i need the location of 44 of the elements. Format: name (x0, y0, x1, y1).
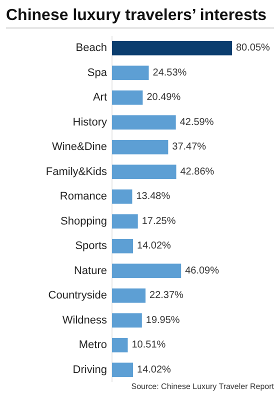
bar (112, 288, 146, 303)
bar (112, 90, 143, 105)
data-label: 14.02% (137, 364, 172, 376)
data-label: 80.05% (236, 42, 270, 54)
bar (112, 115, 176, 130)
y-tick-label: Wildness (62, 314, 108, 326)
y-tick-label: Romance (60, 190, 107, 203)
y-tick-label: Countryside (48, 290, 107, 302)
y-tick-label: Family&Kids (46, 166, 108, 178)
bar (112, 164, 176, 180)
bar (112, 66, 149, 80)
y-tick-label: Driving (72, 364, 107, 376)
data-label: 17.25% (142, 216, 176, 227)
y-tick-label: Metro (78, 339, 107, 352)
bar (112, 338, 128, 352)
data-label: 22.37% (150, 290, 184, 302)
y-tick-label: Shopping (60, 215, 107, 228)
annotation: Source: Chinese Luxury Traveler Report (131, 382, 275, 391)
bar (112, 40, 232, 56)
y-tick-label: Sports (75, 240, 108, 252)
y-tick-label: History (72, 116, 108, 128)
data-label: 14.02% (137, 240, 172, 252)
bar (112, 238, 134, 254)
data-label: 13.48% (136, 191, 170, 202)
data-label: 46.09% (185, 265, 220, 276)
data-label: 20.49% (146, 92, 181, 104)
data-label: 42.86% (180, 166, 214, 178)
y-tick-label: Art (92, 92, 107, 104)
y-tick-label: Nature (74, 264, 107, 277)
data-label: 19.95% (146, 314, 180, 326)
y-tick-label: Beach (76, 42, 107, 54)
y-tick-label: Spa (87, 66, 108, 79)
data-label: 10.51% (132, 340, 166, 351)
bar (112, 214, 138, 229)
chart-title: Chinese luxury travelers’ interests (6, 7, 267, 24)
data-label: 37.47% (172, 142, 206, 153)
data-label: 42.59% (180, 116, 214, 128)
bar (112, 189, 132, 204)
bar (112, 362, 134, 378)
data-label: 24.53% (152, 67, 187, 78)
bar (112, 264, 182, 278)
y-tick-label: Wine&Dine (52, 141, 107, 154)
bar (112, 140, 168, 154)
bar (112, 313, 142, 328)
